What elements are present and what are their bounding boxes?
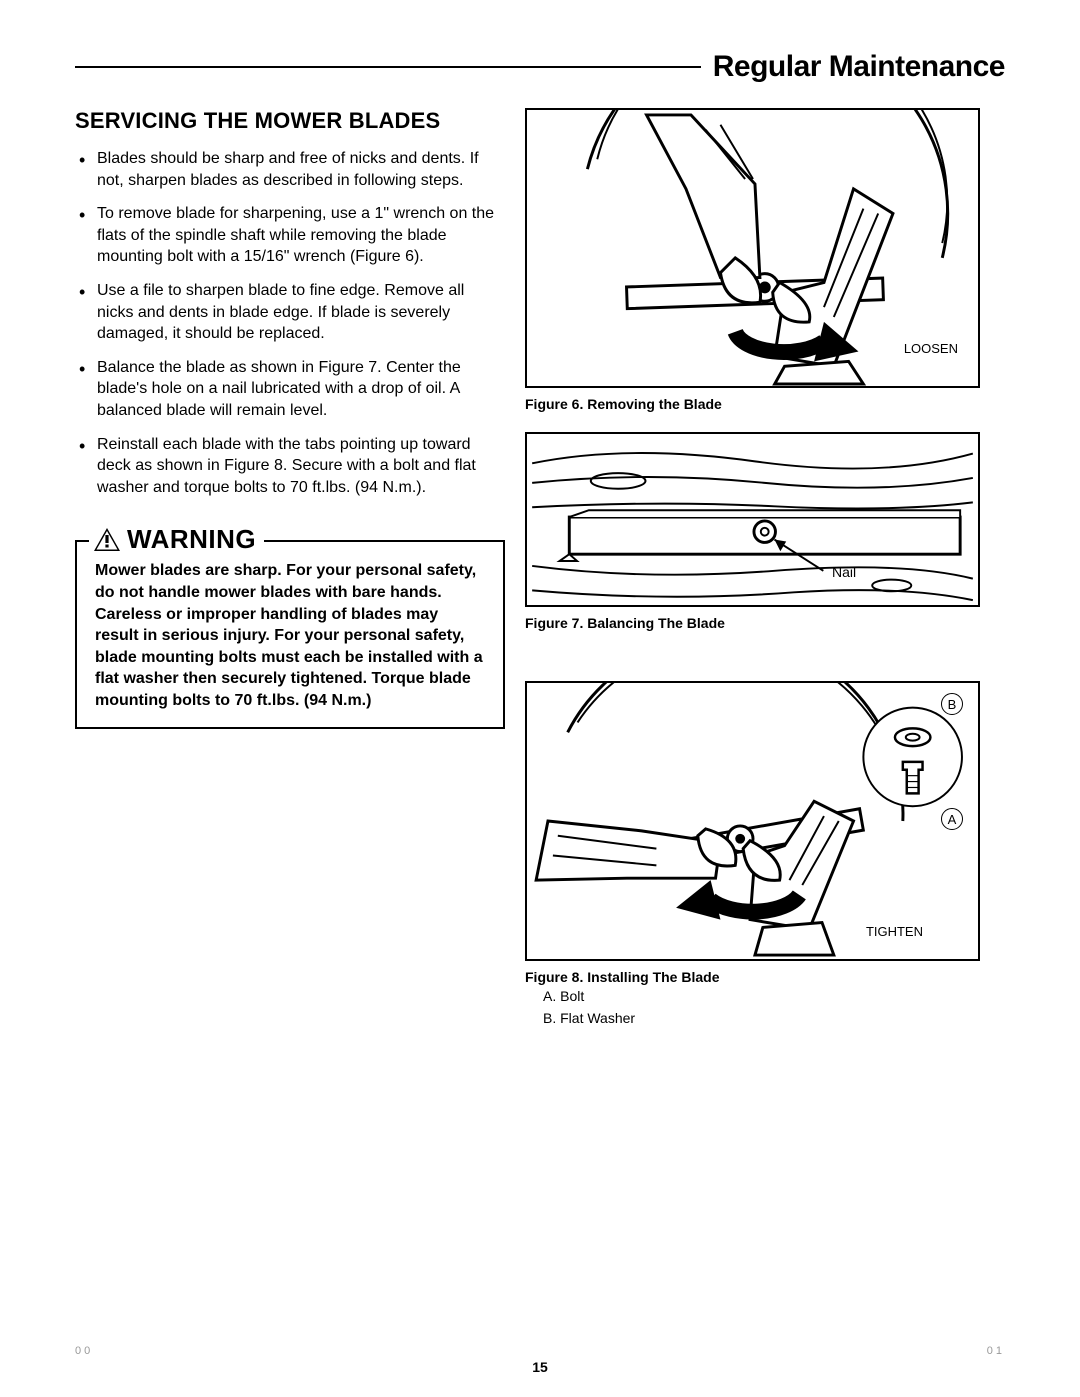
figure-8-caption: Figure 8. Installing The Blade [525,969,980,985]
footer: 00 01 [75,1345,1005,1357]
figure-8-legend-a: A. Bolt [543,987,980,1007]
header-section-title: Regular Maintenance [713,50,1005,84]
warning-label-text: WARNING [127,524,256,555]
warning-text: Mower blades are sharp. For your persona… [95,560,485,711]
list-item: Balance the blade as shown in Figure 7. … [97,357,505,422]
list-item: Blades should be sharp and free of nicks… [97,148,505,191]
warning-box: WARNING Mower blades are sharp. For your… [75,540,505,729]
warning-icon [93,527,121,552]
figure-8: B A TIGHTEN [525,681,980,961]
list-item: To remove blade for sharpening, use a 1"… [97,203,505,268]
figure-8-callout-b: B [941,693,963,715]
figure-8-label: TIGHTEN [866,924,923,939]
figure-7-drawing [527,434,978,605]
figure-8-legend-b: B. Flat Washer [543,1009,980,1029]
section-heading: SERVICING THE MOWER BLADES [75,108,505,134]
list-item: Reinstall each blade with the tabs point… [97,434,505,499]
figure-8-drawing [527,683,978,959]
figure-7: Nail [525,432,980,607]
page-number: 15 [0,1359,1080,1375]
figure-6: LOOSEN [525,108,980,388]
header-rule [75,66,701,68]
figure-6-caption: Figure 6. Removing the Blade [525,396,980,412]
right-column: LOOSEN Figure 6. Removing the Blade [525,108,980,1028]
list-item: Use a file to sharpen blade to fine edge… [97,280,505,345]
warning-label: WARNING [89,524,264,555]
content-columns: SERVICING THE MOWER BLADES Blades should… [75,108,1005,1028]
figure-8-callout-a: A [941,808,963,830]
figure-7-caption: Figure 7. Balancing The Blade [525,615,980,631]
figure-7-label: Nail [832,564,856,580]
page-header: Regular Maintenance [75,50,1005,84]
footer-left: 00 [75,1345,93,1357]
footer-right: 01 [987,1345,1005,1357]
figure-6-label: LOOSEN [904,341,958,356]
instruction-list: Blades should be sharp and free of nicks… [75,148,505,498]
left-column: SERVICING THE MOWER BLADES Blades should… [75,108,505,1028]
